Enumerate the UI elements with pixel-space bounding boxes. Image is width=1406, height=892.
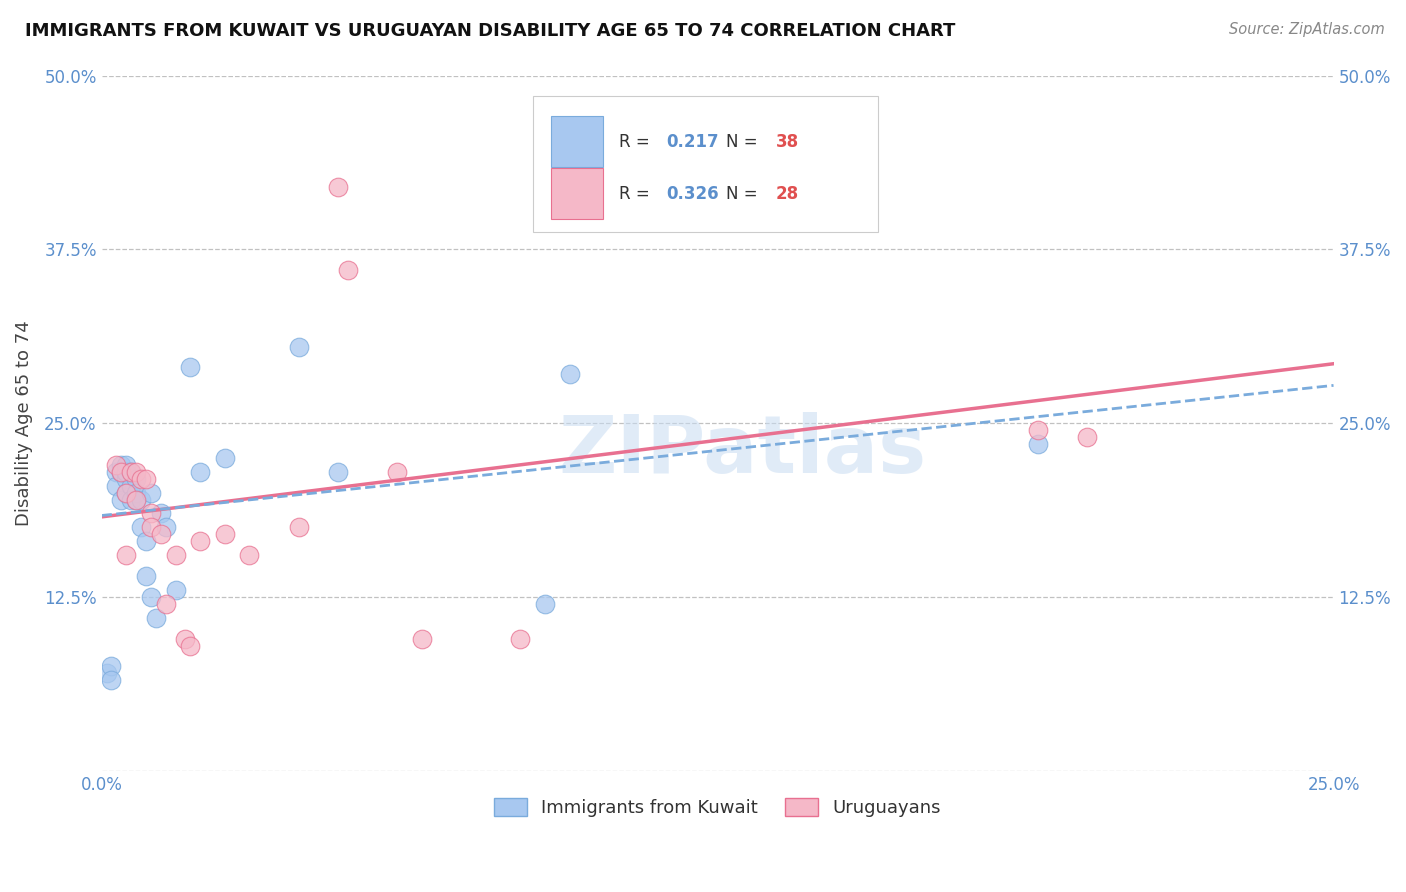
Point [110,465,132,479]
Point [149,527,172,541]
Point [174,632,197,646]
Point [411,632,433,646]
Point [139,590,162,604]
Point [129,520,152,534]
Point [125,492,148,507]
Point [139,485,162,500]
Point [214,527,236,541]
Point [125,472,148,486]
Point [1026,423,1049,437]
Point [125,465,148,479]
Point [287,520,309,534]
FancyBboxPatch shape [551,116,603,168]
Point [188,534,211,549]
Point [165,548,187,562]
Point [120,465,142,479]
Text: IMMIGRANTS FROM KUWAIT VS URUGUAYAN DISABILITY AGE 65 TO 74 CORRELATION CHART: IMMIGRANTS FROM KUWAIT VS URUGUAYAN DISA… [25,22,956,40]
Point [115,548,138,562]
Point [534,597,557,611]
Point [326,465,349,479]
Point [115,485,138,500]
Point [155,597,177,611]
Point [135,569,157,583]
Point [120,465,142,479]
Text: Source: ZipAtlas.com: Source: ZipAtlas.com [1229,22,1385,37]
Point [1076,430,1098,444]
Text: 0.217: 0.217 [666,133,718,151]
Point [238,548,260,562]
Point [179,639,201,653]
Point [1026,437,1049,451]
Point [145,611,167,625]
Point [125,492,148,507]
Point [287,340,309,354]
Point [165,582,187,597]
Point [129,492,152,507]
Point [214,450,236,465]
Text: R =: R = [619,133,655,151]
Text: 38: 38 [776,133,799,151]
Point [509,632,531,646]
Point [96,666,118,681]
Point [115,465,138,479]
Point [558,368,581,382]
FancyBboxPatch shape [533,96,877,232]
Point [149,507,172,521]
Point [120,492,142,507]
Text: R =: R = [619,185,655,202]
Point [135,534,157,549]
Point [120,478,142,492]
Point [155,520,177,534]
Point [534,186,557,201]
Point [336,263,359,277]
Point [387,465,409,479]
Point [125,485,148,500]
Y-axis label: Disability Age 65 to 74: Disability Age 65 to 74 [15,320,32,526]
Point [115,472,138,486]
Point [115,465,138,479]
Text: ZIPatlas: ZIPatlas [558,412,927,490]
Point [115,458,138,472]
Point [129,472,152,486]
FancyBboxPatch shape [551,168,603,219]
Point [110,458,132,472]
Point [110,465,132,479]
Point [100,659,122,673]
Point [105,465,128,479]
Text: 0.326: 0.326 [666,185,718,202]
Point [135,472,157,486]
Point [326,179,349,194]
Legend: Immigrants from Kuwait, Uruguayans: Immigrants from Kuwait, Uruguayans [488,790,948,824]
Text: N =: N = [725,185,763,202]
Point [110,465,132,479]
Point [188,465,211,479]
Point [105,478,128,492]
Text: N =: N = [725,133,763,151]
Point [139,507,162,521]
Point [179,360,201,375]
Point [100,673,122,688]
Text: 28: 28 [776,185,799,202]
Point [139,520,162,534]
Point [110,492,132,507]
Point [105,458,128,472]
Point [115,485,138,500]
